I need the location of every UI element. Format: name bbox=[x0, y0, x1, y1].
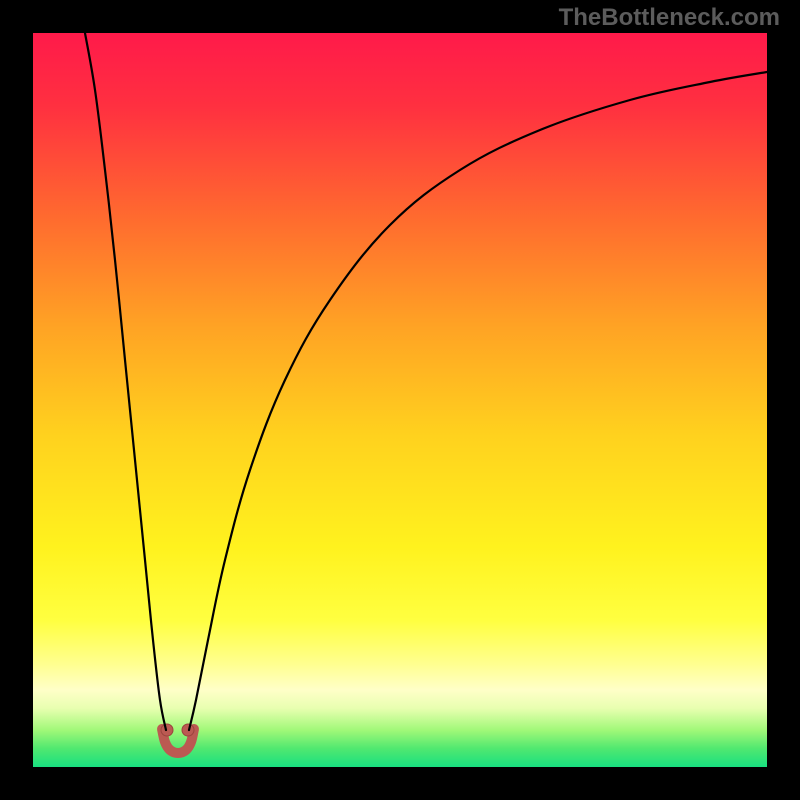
gradient-background bbox=[33, 33, 767, 767]
watermark-text: TheBottleneck.com bbox=[559, 4, 780, 32]
bottleneck-curve-chart bbox=[0, 0, 800, 800]
